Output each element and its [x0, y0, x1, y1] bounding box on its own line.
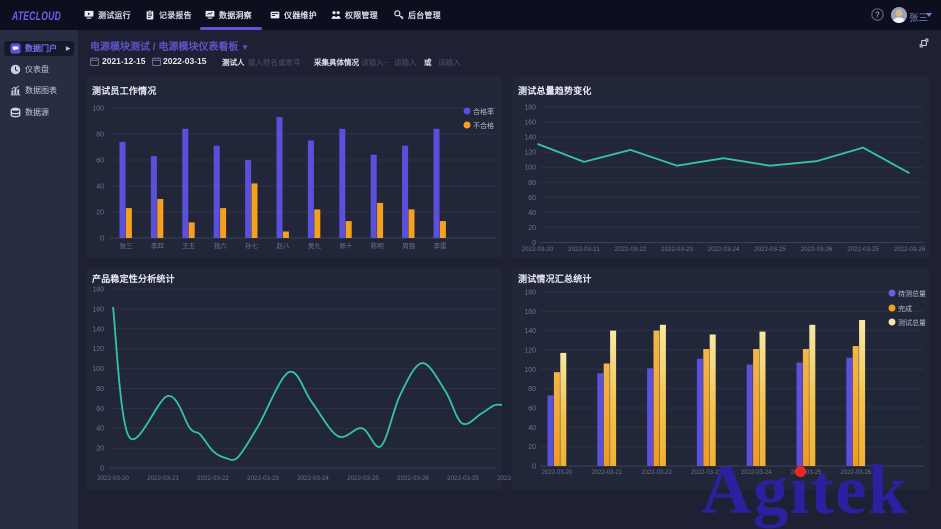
svg-text:0: 0 [532, 464, 536, 471]
svg-text:李四: 李四 [151, 241, 164, 250]
svg-text:140: 140 [524, 135, 536, 142]
svg-text:2022-03-20: 2022-03-20 [542, 470, 573, 476]
svg-text:郑十: 郑十 [339, 241, 353, 250]
svg-text:60: 60 [96, 406, 104, 413]
svg-text:赵八: 赵八 [277, 241, 291, 250]
svg-text:140: 140 [92, 326, 104, 333]
svg-text:100: 100 [92, 106, 104, 113]
svg-text:80: 80 [96, 386, 104, 393]
svg-text:180: 180 [524, 105, 536, 112]
svg-text:20: 20 [528, 225, 536, 232]
svg-text:0: 0 [100, 236, 104, 243]
svg-text:2022-03-24: 2022-03-24 [297, 475, 329, 482]
svg-text:2022-03-26: 2022-03-26 [894, 246, 926, 253]
svg-text:120: 120 [524, 150, 536, 157]
svg-text:80: 80 [528, 180, 536, 187]
svg-text:合格率: 合格率 [473, 107, 494, 116]
svg-text:20: 20 [528, 444, 536, 451]
svg-text:2022-03-22: 2022-03-22 [641, 470, 672, 476]
svg-text:2022-03-22: 2022-03-22 [615, 246, 647, 253]
svg-text:2022-03-21: 2022-03-21 [568, 246, 600, 253]
svg-text:2022-03-21: 2022-03-21 [591, 470, 622, 476]
svg-text:160: 160 [92, 307, 104, 314]
svg-text:0: 0 [532, 240, 536, 247]
svg-text:2022-03-20: 2022-03-20 [97, 475, 129, 482]
svg-text:160: 160 [524, 120, 536, 127]
svg-text:2022-03-25: 2022-03-25 [791, 470, 822, 476]
svg-text:2022-03-26: 2022-03-26 [840, 470, 871, 476]
svg-text:120: 120 [92, 346, 104, 353]
svg-text:180: 180 [92, 287, 104, 294]
svg-text:周强: 周强 [402, 242, 416, 250]
svg-text:李雷: 李雷 [434, 241, 447, 250]
svg-text:钱六: 钱六 [214, 241, 228, 250]
svg-text:60: 60 [528, 406, 536, 413]
svg-text:60: 60 [528, 195, 536, 202]
svg-text:140: 140 [524, 328, 536, 335]
svg-text:0: 0 [100, 466, 104, 473]
svg-text:40: 40 [96, 184, 104, 191]
svg-text:40: 40 [528, 425, 536, 432]
svg-text:待测总量: 待测总量 [898, 289, 926, 298]
svg-text:张三: 张三 [120, 241, 134, 250]
svg-text:2022-03-25: 2022-03-25 [347, 475, 379, 482]
svg-text:2022-03-23: 2022-03-23 [661, 246, 693, 253]
svg-text:60: 60 [96, 158, 104, 165]
svg-text:2022-03-26: 2022-03-26 [497, 475, 512, 482]
svg-text:2022-03-26: 2022-03-26 [801, 246, 833, 253]
svg-text:2022-03-25: 2022-03-25 [754, 246, 786, 253]
svg-text:不合格: 不合格 [473, 121, 494, 130]
svg-text:完成: 完成 [898, 304, 912, 313]
svg-text:20: 20 [96, 210, 104, 217]
svg-text:160: 160 [524, 309, 536, 316]
svg-text:2022-03-24: 2022-03-24 [708, 246, 740, 253]
svg-text:2022-03-23: 2022-03-23 [247, 475, 279, 482]
svg-text:20: 20 [96, 446, 104, 453]
svg-text:王五: 王五 [182, 242, 196, 250]
svg-text:40: 40 [528, 210, 536, 217]
svg-text:2022-03-25: 2022-03-25 [447, 475, 479, 482]
svg-text:孙七: 孙七 [245, 241, 259, 250]
svg-text:2022-03-24: 2022-03-24 [741, 470, 772, 476]
svg-text:陈明: 陈明 [371, 241, 385, 250]
svg-text:2022-03-25: 2022-03-25 [847, 246, 879, 253]
svg-text:2022-03-22: 2022-03-22 [197, 475, 229, 482]
svg-text:100: 100 [524, 165, 536, 172]
svg-text:测试总量: 测试总量 [898, 318, 926, 327]
svg-text:2022-03-26: 2022-03-26 [397, 475, 429, 482]
svg-text:80: 80 [528, 386, 536, 393]
svg-text:80: 80 [96, 132, 104, 139]
svg-text:180: 180 [524, 289, 536, 296]
svg-text:2022-03-20: 2022-03-20 [522, 246, 554, 253]
svg-text:120: 120 [524, 348, 536, 355]
svg-text:吴九: 吴九 [308, 241, 322, 250]
svg-text:100: 100 [92, 366, 104, 373]
svg-text:2022-03-21: 2022-03-21 [147, 475, 179, 482]
svg-text:?: ? [875, 10, 880, 19]
svg-text:2022-03-23: 2022-03-23 [691, 470, 722, 476]
svg-text:100: 100 [524, 367, 536, 374]
svg-text:40: 40 [96, 426, 104, 433]
